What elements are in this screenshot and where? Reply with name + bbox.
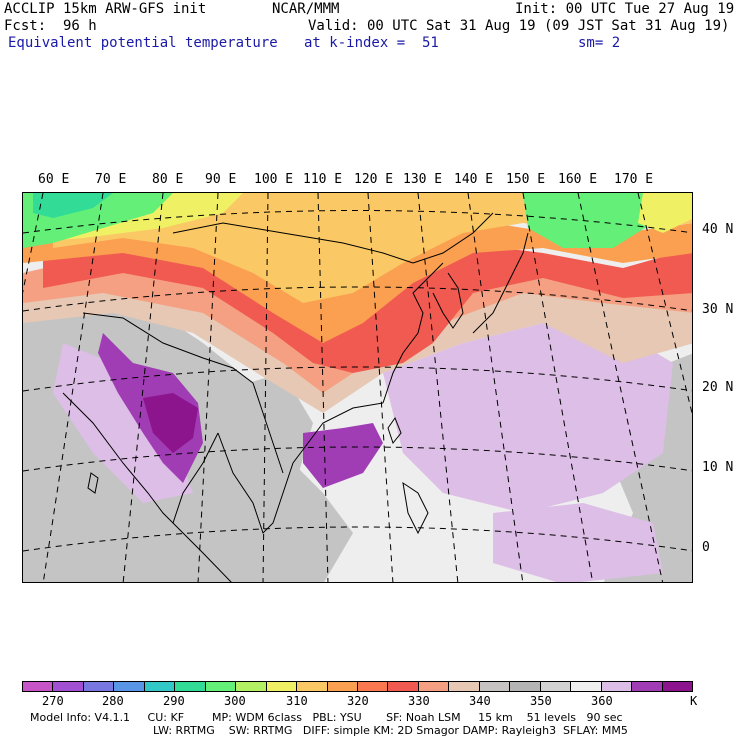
coastline-japan xyxy=(472,232,529,334)
colorbar-swatch xyxy=(662,682,692,691)
colorbar-swatch xyxy=(388,682,419,691)
purple-region-scs xyxy=(303,423,383,488)
colorbar-tick: 280 xyxy=(102,694,124,708)
colorbar-unit: K xyxy=(690,694,698,708)
colorbar-swatch xyxy=(327,682,358,691)
colorbar-swatch xyxy=(114,682,145,691)
model-info-line1: Model Info: V4.1.1 CU: KF MP: WDM 6class… xyxy=(30,711,623,724)
init-time: Init: 00 UTC Tue 27 Aug 19 xyxy=(515,1,735,17)
graticule-lon xyxy=(522,193,594,582)
colorbar-swatch xyxy=(175,682,206,691)
graticule-lat-40 xyxy=(23,210,692,234)
gray-region-bay xyxy=(33,483,133,563)
graticule-lon xyxy=(577,193,664,582)
colorbar-swatch xyxy=(236,682,267,691)
colorbar-tick: 270 xyxy=(42,694,64,708)
lilac-region-india xyxy=(53,343,193,503)
teal-northwest xyxy=(33,193,113,218)
lon-label: 160 E xyxy=(558,172,598,187)
colorbar-swatch xyxy=(449,682,480,691)
graticule-lat-30 xyxy=(23,286,692,312)
coastline-india xyxy=(62,392,219,524)
graticule xyxy=(23,193,692,582)
colorbar-swatch xyxy=(571,682,602,691)
lon-label: 130 E xyxy=(403,172,443,187)
colorbar-swatch xyxy=(418,682,450,691)
org-label: NCAR/MMM xyxy=(272,1,340,17)
border-southeast-asia xyxy=(252,382,284,474)
lon-label: 140 E xyxy=(454,172,494,187)
colorbar-swatch xyxy=(357,682,389,691)
dkpurple-region-bangladesh xyxy=(143,393,198,453)
lon-label: 150 E xyxy=(506,172,546,187)
coastline-sumatra xyxy=(172,522,232,582)
lon-label: 60 E xyxy=(38,172,70,187)
map-panel xyxy=(22,192,693,583)
model-info-line2: LW: RRTMG SW: RRTMG DIFF: simple KM: 2D … xyxy=(153,724,628,737)
lon-label: 170 E xyxy=(614,172,654,187)
coastlines xyxy=(62,212,529,582)
colorbar-swatch xyxy=(205,682,237,691)
colorbar-tick: 320 xyxy=(347,694,369,708)
graticule-lon xyxy=(637,193,692,416)
lat-label: 30 N xyxy=(702,302,734,317)
colorbar-tick: 340 xyxy=(469,694,491,708)
colorbar-swatch xyxy=(601,682,633,691)
lon-label: 90 E xyxy=(205,172,237,187)
coastline-china xyxy=(382,262,444,404)
lilac-region-west-pacific xyxy=(383,323,673,513)
coastline-philippines xyxy=(402,481,429,535)
coastline-taiwan xyxy=(387,416,402,445)
yellow-northeast xyxy=(638,193,692,233)
lat-label: 0 xyxy=(702,540,710,555)
colorbar-swatch xyxy=(297,682,328,691)
colorbar-swatch xyxy=(479,682,511,691)
lon-label: 100 E xyxy=(254,172,294,187)
colorbar-tick: 330 xyxy=(408,694,430,708)
lat-label: 20 N xyxy=(702,380,734,395)
coastline-indochina xyxy=(217,402,384,534)
coastline-korea xyxy=(432,272,464,329)
colorbar-tick: 360 xyxy=(591,694,613,708)
graticule-lat-10 xyxy=(23,446,692,472)
colorbar-tick: 290 xyxy=(163,694,185,708)
lon-label: 70 E xyxy=(95,172,127,187)
green-northeast xyxy=(523,193,663,248)
colorbar-swatch xyxy=(540,682,572,691)
colorbar-tick: 350 xyxy=(530,694,552,708)
colorbar-swatch xyxy=(266,682,298,691)
lon-label: 80 E xyxy=(152,172,184,187)
gray-region-indochina xyxy=(213,373,313,523)
smoothing-label: sm= 2 xyxy=(578,35,621,51)
colorbar-swatch xyxy=(144,682,176,691)
map-svg xyxy=(23,193,692,582)
valid-time: Valid: 00 UTC Sat 31 Aug 19 (09 JST Sat … xyxy=(308,18,730,34)
colorbar-tick: 300 xyxy=(224,694,246,708)
lilac-region-south-pacific xyxy=(493,503,663,582)
colorbar-swatch xyxy=(632,682,663,691)
colorbar-swatch xyxy=(53,682,84,691)
level-label: at k-index = 51 xyxy=(304,35,439,51)
lon-label: 120 E xyxy=(354,172,394,187)
forecast-hour: Fcst: 96 h xyxy=(4,18,97,34)
border-himalaya xyxy=(82,312,254,384)
border-mongolia xyxy=(172,222,414,264)
colorbar-tick: 310 xyxy=(286,694,308,708)
lon-label: 110 E xyxy=(303,172,343,187)
colorbar-swatch xyxy=(510,682,541,691)
border-russia-china xyxy=(412,212,494,264)
model-title: ACCLIP 15km ARW-GFS init xyxy=(4,1,207,17)
graticule-lon xyxy=(23,193,44,294)
lat-label: 10 N xyxy=(702,460,734,475)
colorbar xyxy=(22,681,693,692)
lat-label: 40 N xyxy=(702,222,734,237)
graticule-lat-0 xyxy=(23,526,692,552)
field-name: Equivalent potential temperature xyxy=(8,35,278,51)
colorbar-swatch xyxy=(83,682,115,691)
colorbar-swatch xyxy=(23,682,54,691)
graticule-lat-20 xyxy=(23,366,692,392)
coastline-sri-lanka xyxy=(87,472,99,494)
